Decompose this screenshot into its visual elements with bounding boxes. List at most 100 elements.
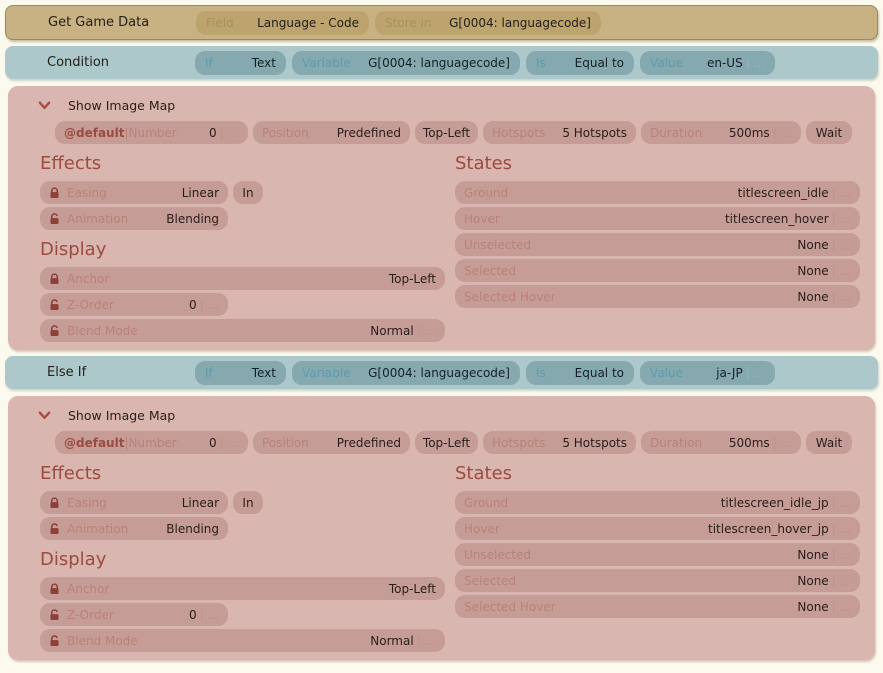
align-param[interactable]: Top-Left — [415, 121, 478, 144]
lock-closed-icon — [50, 272, 59, 284]
hotspots-param[interactable]: Hotspots 5 Hotspots — [483, 431, 636, 454]
states-column: States Ground titlescreen_idle | ... Hove… — [455, 144, 860, 342]
store-in-param[interactable]: Store in G[0004: languagecode] — [375, 10, 601, 35]
panel-header[interactable]: Show Image Map — [8, 86, 875, 114]
field-param[interactable]: Field Language - Code — [196, 10, 369, 35]
more-ellipsis[interactable]: | ... — [831, 289, 851, 304]
section-heading-effects: Effects — [40, 463, 102, 484]
chevron-down-icon[interactable] — [38, 101, 51, 110]
more-ellipsis[interactable]: | ... — [831, 521, 851, 536]
state-row-selected-hover[interactable]: Selected Hover None | ... — [455, 595, 860, 618]
event-title: Get Game Data — [48, 15, 150, 30]
wait-param[interactable]: Wait — [806, 121, 852, 144]
param-label: Selected Hover — [464, 599, 556, 614]
event-bar-else-if[interactable]: Else If If Text Variable G[0004: languag… — [5, 356, 878, 389]
more-ellipsis[interactable]: | ... — [416, 633, 436, 648]
more-ellipsis[interactable]: | ... — [831, 211, 851, 226]
state-row-selected[interactable]: Selected None | ... — [455, 259, 860, 282]
state-row-unselected[interactable]: Unselected None | ... — [455, 543, 860, 566]
z-order-param[interactable]: Z-Order 0 | ... — [40, 293, 228, 316]
param-value: titlescreen_hover — [724, 211, 829, 226]
easing-param[interactable]: Easing Linear — [40, 491, 228, 514]
section-heading-states: States — [455, 463, 513, 484]
param-value: Top-Left — [422, 435, 471, 450]
lock-open-icon — [50, 608, 59, 620]
more-ellipsis[interactable]: | ... — [219, 125, 239, 140]
animation-param[interactable]: Animation Blending — [40, 207, 228, 230]
blend-mode-param[interactable]: Blend Mode Normal | ... — [40, 629, 445, 652]
param-value: titlescreen_hover_jp — [708, 521, 829, 536]
easing-direction-param[interactable]: In — [233, 181, 263, 204]
hotspots-param[interactable]: Hotspots 5 Hotspots — [483, 121, 636, 144]
state-row-ground[interactable]: Ground titlescreen_idle | ... — [455, 181, 860, 204]
param-label: Hotspots — [492, 125, 546, 140]
z-order-param[interactable]: Z-Order 0 | ... — [40, 603, 228, 626]
param-label: Is — [536, 55, 546, 70]
animation-param[interactable]: Animation Blending — [40, 517, 228, 540]
param-label: Anchor — [67, 271, 110, 286]
anchor-param[interactable]: Anchor Top-Left — [40, 267, 445, 290]
panel-header[interactable]: Show Image Map — [8, 396, 875, 424]
state-row-hover[interactable]: Hover titlescreen_hover_jp | ... — [455, 517, 860, 540]
param-type: |Number — [124, 125, 177, 140]
param-label: If — [205, 365, 213, 380]
anchor-param[interactable]: Anchor Top-Left — [40, 577, 445, 600]
more-ellipsis[interactable]: | ... — [831, 237, 851, 252]
more-ellipsis[interactable]: | ... — [199, 607, 219, 622]
if-type-param[interactable]: If Text — [195, 360, 286, 385]
state-row-selected-hover[interactable]: Selected Hover None | ... — [455, 285, 860, 308]
more-ellipsis[interactable]: | ... — [831, 547, 851, 562]
wait-param[interactable]: Wait — [806, 431, 852, 454]
param-value: G[0004: languagecode] — [368, 55, 510, 70]
duration-param[interactable]: Duration 500ms | ... — [641, 121, 801, 144]
more-ellipsis[interactable]: | ... — [831, 599, 851, 614]
duration-param[interactable]: Duration 500ms | ... — [641, 431, 801, 454]
param-row: @default |Number 0 | ... Position Predefin… — [55, 431, 875, 454]
variable-param[interactable]: Variable G[0004: languagecode] — [292, 360, 520, 385]
event-bar-get-game-data[interactable]: Get Game Data Field Language - Code Stor… — [5, 5, 878, 40]
more-ellipsis[interactable]: | ... — [745, 55, 765, 70]
param-value: titlescreen_idle — [737, 185, 829, 200]
more-ellipsis[interactable]: | ... — [831, 263, 851, 278]
param-label: Easing — [67, 185, 107, 200]
lock-open-icon — [50, 298, 59, 310]
align-param[interactable]: Top-Left — [415, 431, 478, 454]
state-row-selected[interactable]: Selected None | ... — [455, 569, 860, 592]
easing-direction-param[interactable]: In — [233, 491, 263, 514]
more-ellipsis[interactable]: | ... — [831, 573, 851, 588]
easing-param[interactable]: Easing Linear — [40, 181, 228, 204]
if-type-param[interactable]: If Text — [195, 50, 286, 75]
more-ellipsis[interactable]: | ... — [772, 125, 792, 140]
state-row-ground[interactable]: Ground titlescreen_idle_jp | ... — [455, 491, 860, 514]
blend-mode-param[interactable]: Blend Mode Normal | ... — [40, 319, 445, 342]
more-ellipsis[interactable]: | ... — [772, 435, 792, 450]
more-ellipsis[interactable]: | ... — [219, 435, 239, 450]
panel-title: Show Image Map — [68, 97, 176, 113]
event-bar-condition[interactable]: Condition If Text Variable G[0004: langu… — [5, 46, 878, 79]
more-ellipsis[interactable]: | ... — [831, 495, 851, 510]
chevron-down-icon[interactable] — [38, 411, 51, 420]
position-param[interactable]: Position Predefined — [253, 121, 410, 144]
param-value: Wait — [815, 435, 843, 450]
param-value: Predefined — [336, 125, 401, 140]
operator-param[interactable]: Is Equal to — [526, 360, 634, 385]
default-number-param[interactable]: @default |Number 0 | ... — [55, 121, 248, 144]
variable-param[interactable]: Variable G[0004: languagecode] — [292, 50, 520, 75]
more-ellipsis[interactable]: | ... — [199, 297, 219, 312]
value-param[interactable]: Value ja-JP | ... — [640, 360, 775, 385]
state-row-hover[interactable]: Hover titlescreen_hover | ... — [455, 207, 860, 230]
param-value: Linear — [181, 185, 219, 200]
param-value: Top-Left — [388, 581, 436, 596]
value-param[interactable]: Value en-US | ... — [640, 50, 775, 75]
state-row-unselected[interactable]: Unselected None | ... — [455, 233, 860, 256]
default-number-param[interactable]: @default |Number 0 | ... — [55, 431, 248, 454]
section-heading-display: Display — [40, 549, 107, 570]
position-param[interactable]: Position Predefined — [253, 431, 410, 454]
more-ellipsis[interactable]: | ... — [416, 323, 436, 338]
param-label: Position — [262, 435, 309, 450]
param-label: Ground — [464, 185, 509, 200]
more-ellipsis[interactable]: | ... — [745, 365, 765, 380]
operator-param[interactable]: Is Equal to — [526, 50, 634, 75]
more-ellipsis[interactable]: | ... — [831, 185, 851, 200]
param-label: Field — [206, 15, 234, 30]
